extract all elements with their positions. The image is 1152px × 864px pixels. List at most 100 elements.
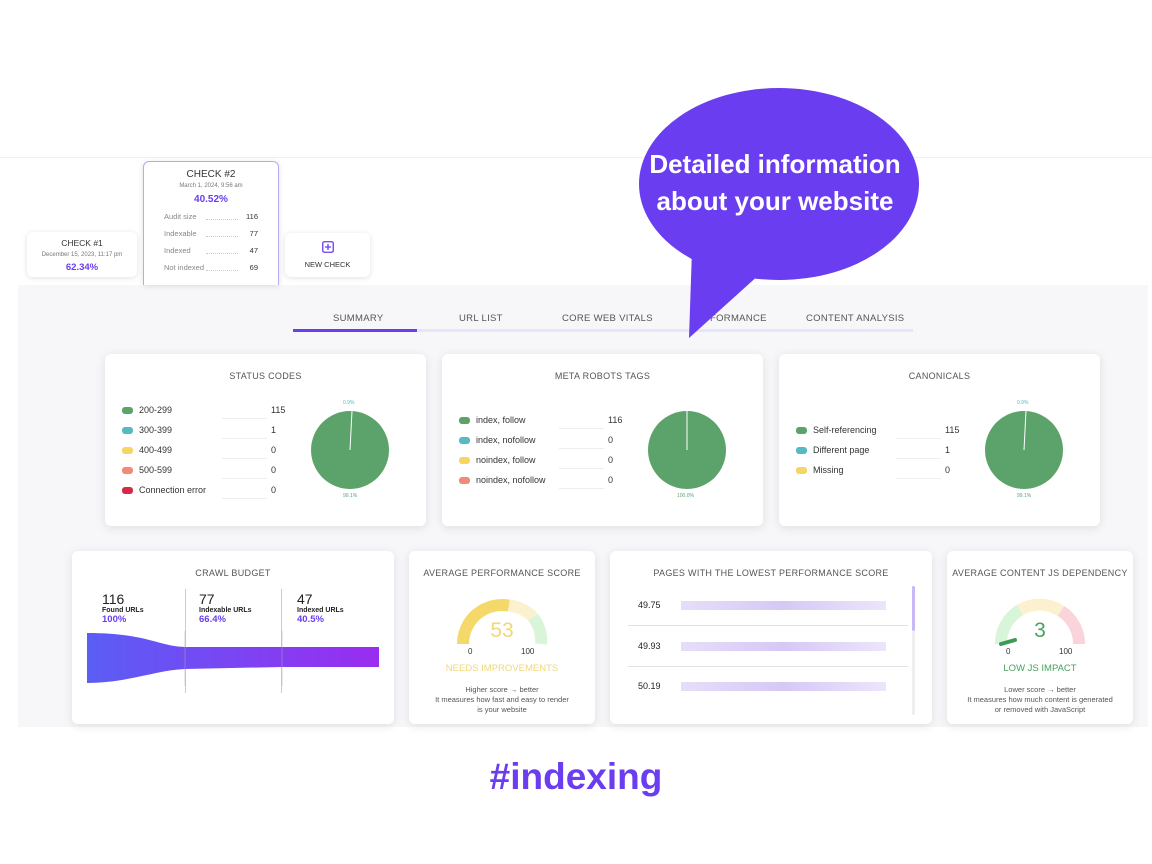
legend-label: Different page [813, 445, 870, 455]
lowest-performance-card: PAGES WITH THE LOWEST PERFORMANCE SCORE … [610, 551, 932, 724]
pie-label-top: 0.9% [1017, 400, 1029, 406]
legend-value: 0 [608, 435, 614, 445]
check-title: CHECK #1 [61, 238, 103, 248]
performance-status: NEEDS IMPROVEMENTS [445, 663, 559, 674]
performance-gauge [457, 599, 547, 645]
js-dependency-card: AVERAGE CONTENT JS DEPENDENCY 3 0 100 LO… [947, 551, 1133, 724]
legend-label: Self-referencing [813, 425, 877, 435]
table-row[interactable]: 49.93 [628, 627, 908, 667]
legend-item: 200-299 115 [122, 405, 291, 419]
check-percent: 62.34% [65, 262, 99, 273]
tab-summary[interactable]: SUMMARY [333, 313, 384, 324]
legend-value: 0 [945, 465, 951, 475]
legend-label: index, nofollow [476, 435, 536, 445]
card-title: AVERAGE CONTENT JS DEPENDENCY [952, 568, 1128, 578]
tabs-track [293, 329, 913, 332]
legend-value: 1 [945, 445, 951, 455]
plus-square-icon [321, 241, 334, 253]
crawl-funnel-chart [87, 631, 379, 686]
legend-swatch [459, 456, 470, 464]
legend-swatch [796, 426, 807, 434]
note: It measures how fast and easy to render [435, 695, 569, 704]
status-codes-pie [311, 410, 389, 489]
gauge-max: 100 [1059, 647, 1073, 656]
scrollbar-thumb[interactable] [912, 586, 915, 631]
legend-value: 0 [271, 485, 277, 495]
legend-value: 0 [608, 455, 614, 465]
legend-label: index, follow [476, 415, 526, 425]
card-title: META ROBOTS TAGS [554, 371, 651, 381]
pie-label-bottom: 99.1% [1017, 493, 1032, 499]
card-title: CANONICALS [908, 371, 971, 381]
crawl-col-found: 116 Found URLs 100% [102, 591, 144, 625]
check-percent: 40.52% [194, 194, 228, 205]
note: is your website [477, 705, 527, 714]
note: It measures how much content is generate… [967, 695, 1113, 704]
legend-swatch [122, 406, 133, 414]
table-row[interactable]: 50.19 [628, 668, 908, 708]
js-status: LOW JS IMPACT [1003, 663, 1077, 674]
crawl-col-indexable: 77 Indexable URLs 66.4% [199, 591, 252, 625]
legend-item: noindex, nofollow 0 [459, 475, 628, 489]
card-title: AVERAGE PERFORMANCE SCORE [423, 568, 581, 578]
legend-value: 1 [271, 425, 277, 435]
legend-item: 500-599 0 [122, 465, 291, 479]
new-check-button[interactable]: NEW CHECK [285, 233, 370, 277]
tab-performance[interactable]: FORMANCE [710, 313, 767, 324]
legend-swatch [122, 446, 133, 454]
check-row: Not indexed 69 [164, 263, 258, 272]
legend-swatch [122, 486, 133, 494]
legend-value: 115 [271, 405, 286, 415]
legend-item: Different page 1 [796, 445, 965, 459]
legend-item: index, nofollow 0 [459, 435, 628, 449]
check-card-1[interactable]: CHECK #1 December 15, 2023, 11:17 pm 62.… [27, 232, 137, 277]
check-date: March 1, 2024, 9:56 am [179, 183, 243, 189]
avg-performance-card: AVERAGE PERFORMANCE SCORE 53 0 100 NEEDS… [409, 551, 595, 724]
bubble-text: Detailed information about your website [649, 149, 901, 216]
tab-content-analysis[interactable]: CONTENT ANALYSIS [806, 313, 905, 324]
legend-item: noindex, follow 0 [459, 455, 628, 469]
check-card-2[interactable]: CHECK #2 March 1, 2024, 9:56 am 40.52% A… [143, 161, 279, 285]
pie-label-bottom: 100.0% [677, 493, 694, 499]
scrollbar-track[interactable] [912, 631, 915, 715]
crawl-budget-card: CRAWL BUDGET 116 Found URLs 100% 77 Inde… [72, 551, 394, 724]
check-row: Audit size 116 [164, 212, 258, 221]
legend-swatch [122, 466, 133, 474]
legend-label: 300-399 [139, 425, 173, 435]
divider [281, 589, 282, 693]
legend-item: Missing 0 [796, 465, 965, 479]
check-title: CHECK #2 [186, 169, 236, 180]
tab-core-web-vitals[interactable]: CORE WEB VITALS [562, 313, 653, 324]
legend-value: 0 [271, 445, 277, 455]
legend-swatch [796, 466, 807, 474]
check-row: Indexed 47 [164, 246, 258, 255]
new-check-label: NEW CHECK [304, 260, 351, 269]
divider [185, 589, 186, 693]
legend-swatch [459, 436, 470, 444]
pie-label-bottom: 99.1% [343, 493, 358, 499]
tab-active-indicator [293, 329, 417, 332]
top-divider [0, 157, 1152, 158]
legend-label: Missing [813, 465, 844, 475]
legend-label: 500-599 [139, 465, 173, 475]
note: Higher score → better [465, 685, 539, 694]
card-title: PAGES WITH THE LOWEST PERFORMANCE SCORE [653, 568, 889, 578]
canonicals-pie [985, 410, 1063, 489]
gauge-max: 100 [521, 647, 535, 656]
status-codes-card: STATUS CODES 200-299 115 300-399 1 400-499 0 5… [105, 354, 426, 526]
note: Lower score → better [1004, 685, 1076, 694]
legend-item: Connection error 0 [122, 485, 291, 499]
crawl-col-indexed: 47 Indexed URLs 40.5% [297, 591, 344, 625]
table-row[interactable]: 49.75 [628, 586, 908, 626]
legend-swatch [459, 416, 470, 424]
legend-item: 400-499 0 [122, 445, 291, 459]
legend-swatch [796, 446, 807, 454]
legend-value: 116 [608, 415, 623, 425]
legend-value: 115 [945, 425, 960, 435]
legend-label: noindex, follow [476, 455, 536, 465]
note: or removed with JavaScript [994, 705, 1086, 714]
legend-label: noindex, nofollow [476, 475, 546, 485]
tab-url-list[interactable]: URL LIST [459, 313, 503, 324]
hashtag-caption: #indexing [489, 756, 663, 797]
legend-item: Self-referencing 115 [796, 425, 965, 439]
